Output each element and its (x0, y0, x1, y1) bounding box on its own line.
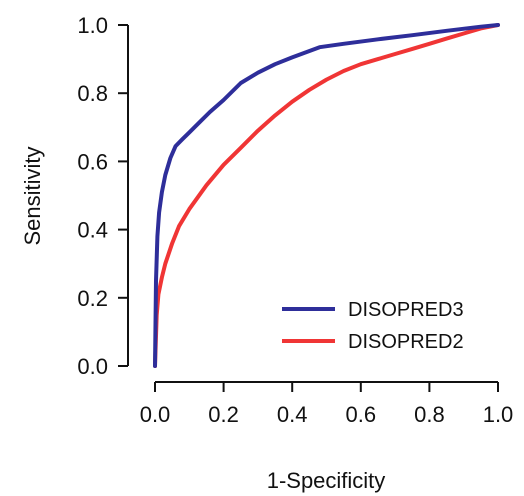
x-tick-label: 0.8 (414, 402, 445, 427)
plot-series (153, 23, 500, 368)
x-ticks: 0.0 0.2 0.4 0.6 0.8 1.0 (140, 382, 514, 427)
legend: DISOPRED3 DISOPRED2 (282, 299, 464, 353)
series-line-disopred2 (153, 23, 500, 368)
series-line-disopred3 (153, 23, 500, 368)
x-tick-label: 0.0 (140, 402, 171, 427)
y-tick-label: 0.8 (77, 81, 108, 106)
x-tick-label: 0.4 (277, 402, 308, 427)
y-axis-title: Sensitivity (20, 146, 45, 245)
y-tick-label: 0.2 (77, 286, 108, 311)
x-axis-title: 1-Specificity (267, 468, 386, 493)
x-tick-label: 0.6 (346, 402, 377, 427)
y-tick-label: 1.0 (77, 13, 108, 38)
y-tick-label: 0.6 (77, 149, 108, 174)
y-tick-label: 0.0 (77, 354, 108, 379)
x-tick-label: 0.2 (208, 402, 239, 427)
x-tick-label: 1.0 (483, 402, 514, 427)
y-axis: 0.0 0.2 0.4 0.6 0.8 1.0 (77, 13, 129, 379)
legend-label-disopred3: DISOPRED3 (348, 299, 464, 321)
y-tick-label: 0.4 (77, 218, 108, 243)
x-axis: 0.0 0.2 0.4 0.6 0.8 1.0 (140, 381, 514, 427)
y-ticks: 0.0 0.2 0.4 0.6 0.8 1.0 (77, 13, 128, 379)
legend-label-disopred2: DISOPRED2 (348, 331, 464, 353)
